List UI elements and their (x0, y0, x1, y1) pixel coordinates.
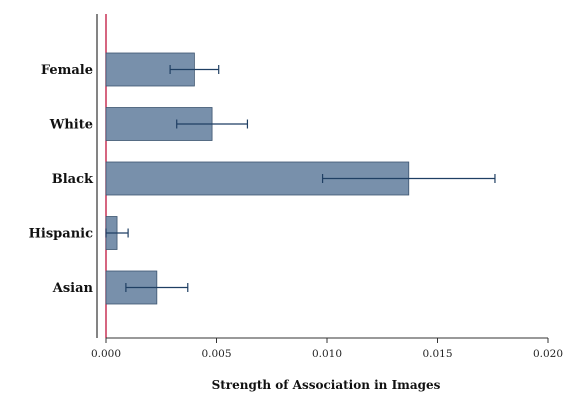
plot-area (96, 14, 107, 338)
x-tick-label-2: 0.010 (312, 348, 342, 360)
x-tick-label-3: 0.015 (422, 348, 452, 360)
category-label-asian: Asian (52, 281, 94, 296)
x-axis: 0.000 0.005 0.010 0.015 0.020 (91, 337, 563, 360)
category-labels: Female White Black Hispanic Asian (29, 63, 94, 296)
x-tick-label-1: 0.005 (201, 348, 231, 360)
x-tick-label-0: 0.000 (91, 348, 121, 360)
x-tick-label-4: 0.020 (533, 348, 563, 360)
category-label-black: Black (52, 172, 94, 187)
category-label-female: Female (41, 63, 93, 78)
error-bars (105, 65, 496, 292)
x-axis-title: Strength of Association in Images (212, 378, 441, 392)
category-label-white: White (49, 118, 93, 133)
category-label-hispanic: Hispanic (29, 227, 93, 242)
